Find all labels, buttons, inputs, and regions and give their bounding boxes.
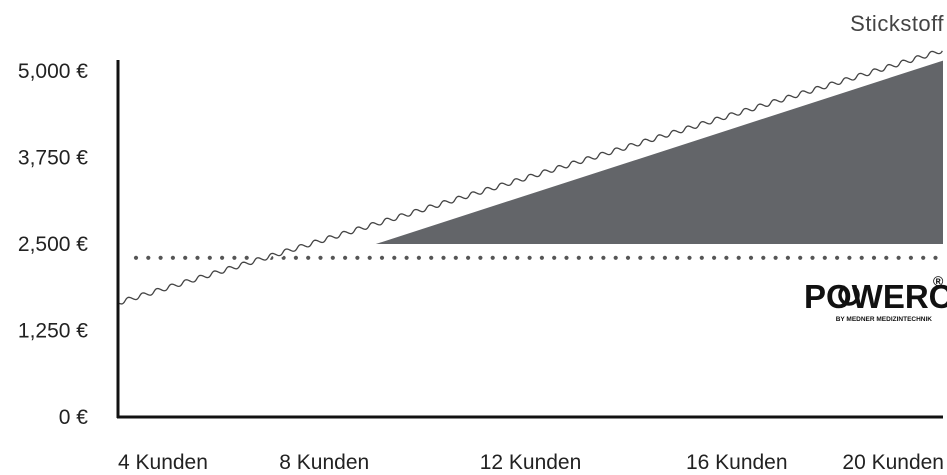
threshold-dot <box>724 255 729 260</box>
threshold-dot <box>601 255 606 260</box>
threshold-dot <box>748 255 754 260</box>
series-line <box>117 50 943 305</box>
threshold-dot <box>736 255 741 260</box>
threshold-dot <box>552 255 557 260</box>
threshold-dot <box>810 255 815 260</box>
x-tick-label: 20 Kunden <box>842 451 944 474</box>
x-tick-label: 8 Kunden <box>279 451 369 474</box>
threshold-dot <box>244 255 249 260</box>
threshold-dot <box>933 255 938 260</box>
threshold-dot <box>761 255 766 260</box>
threshold-dot <box>712 255 717 260</box>
threshold-dot <box>785 255 791 260</box>
threshold-dot <box>699 255 704 260</box>
threshold-dot <box>675 255 680 260</box>
threshold-dot <box>330 255 335 260</box>
powercab-logo: POWERCAB® BY MEDNER MEDIZINTECHNIK <box>804 273 947 323</box>
threshold-dot <box>343 255 348 260</box>
threshold-dot <box>466 255 471 260</box>
threshold-dot <box>527 255 532 260</box>
chart-marks <box>116 48 945 419</box>
threshold-dot <box>379 255 385 260</box>
y-tick-label: 5,000 € <box>18 60 88 83</box>
threshold-dot <box>220 255 225 260</box>
threshold-dot <box>453 255 458 260</box>
logo-tagline: BY MEDNER MEDIZINTECHNIK <box>836 316 933 323</box>
threshold-dot <box>404 255 409 260</box>
x-tick-label: 12 Kunden <box>480 451 582 474</box>
threshold-dot <box>195 255 200 260</box>
threshold-dot <box>835 255 840 260</box>
threshold-dot <box>613 255 618 260</box>
threshold-dot <box>416 255 421 260</box>
threshold-dot <box>232 255 237 260</box>
threshold-dot <box>441 255 446 260</box>
threshold-dot <box>306 255 311 260</box>
logo-registered-mark: ® <box>933 273 944 289</box>
power-icon <box>838 285 860 306</box>
threshold-dot <box>207 255 212 260</box>
threshold-dot <box>650 255 655 260</box>
y-tick-label: 2,500 € <box>18 233 88 256</box>
threshold-dot <box>638 255 643 260</box>
threshold-dot <box>539 255 545 260</box>
threshold-dot <box>490 255 495 260</box>
threshold-dot <box>133 255 139 260</box>
threshold-dot <box>367 255 372 260</box>
threshold-dot <box>921 255 926 260</box>
gap-area <box>375 60 943 244</box>
threshold-dot <box>170 255 175 260</box>
threshold-dot <box>822 255 827 260</box>
threshold-dot <box>478 255 483 260</box>
threshold-dot <box>429 255 434 260</box>
threshold-dot <box>502 255 508 260</box>
threshold-dot <box>859 255 864 260</box>
legend-label: Stickstoff <box>850 11 944 36</box>
threshold-dot <box>576 255 581 260</box>
x-tick-label: 4 Kunden <box>118 451 208 474</box>
x-tick-label: 16 Kunden <box>686 451 788 474</box>
threshold-dot <box>798 255 803 260</box>
y-tick-label: 3,750 € <box>18 147 88 170</box>
threshold-dot <box>158 255 163 260</box>
threshold-dot <box>908 255 914 260</box>
logo-brand-text: POWERCAB <box>804 278 947 315</box>
threshold-dot <box>625 255 631 260</box>
threshold-dot <box>896 255 901 260</box>
threshold-dot <box>773 255 778 260</box>
threshold-dot <box>884 255 889 260</box>
threshold-dot <box>183 255 188 260</box>
threshold-dot <box>146 255 151 260</box>
threshold-dot <box>293 255 298 260</box>
threshold-dot <box>847 255 852 260</box>
threshold-dot <box>871 255 877 260</box>
threshold-dot <box>564 255 569 260</box>
threshold-dot <box>662 255 668 260</box>
y-tick-label: 0 € <box>59 406 89 429</box>
threshold-dot <box>687 255 692 260</box>
threshold-dot <box>355 255 360 260</box>
y-tick-label: 1,250 € <box>18 320 88 343</box>
threshold-dot <box>318 255 323 260</box>
threshold-dot <box>392 255 397 260</box>
threshold-dot <box>515 255 520 260</box>
threshold-dot <box>589 255 594 260</box>
x-axis-ticks: 4 Kunden 8 Kunden 12 Kunden 16 Kunden 20 Kun… <box>118 451 944 474</box>
y-axis-ticks: 5,000 € 3,750 € 2,500 € 1,250 € 0 € <box>18 60 88 429</box>
